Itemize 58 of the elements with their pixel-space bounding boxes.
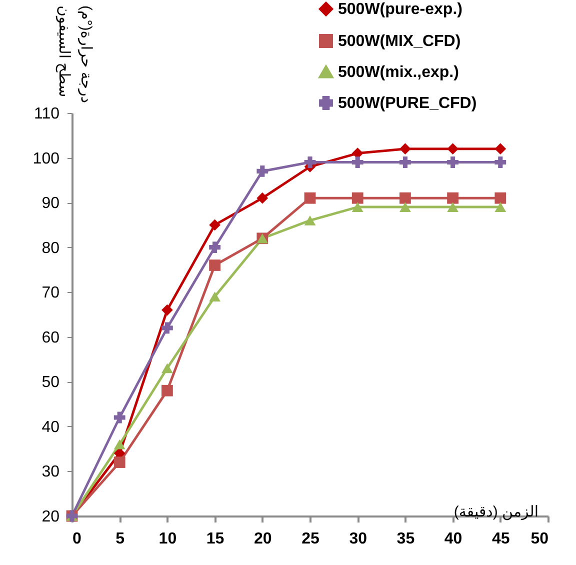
point: [447, 156, 458, 168]
point: [256, 192, 268, 204]
point: [209, 242, 220, 254]
point: [209, 219, 220, 231]
y-tick-label: 40: [42, 418, 60, 436]
point: [447, 202, 458, 212]
point: [447, 143, 458, 155]
point: [447, 192, 458, 204]
point: [209, 292, 220, 302]
legend-label: 500W(PURE_CFD): [338, 95, 477, 112]
legend-label: 500W(mix.,exp.): [338, 64, 459, 81]
x-tick-label: 35: [396, 530, 415, 548]
point: [209, 260, 220, 271]
x-tick-label: 10: [158, 530, 177, 548]
point: [114, 439, 126, 450]
y-axis-title: درجة حرارة(°م) سطح السيفون: [56, 6, 94, 103]
y-tick-label: 100: [32, 150, 60, 168]
y-tick-label: 50: [42, 374, 60, 392]
point: [304, 192, 316, 204]
point: [304, 156, 316, 168]
y-tick-label: 70: [42, 284, 60, 302]
x-tick-label: 15: [206, 530, 224, 548]
legend-label: 500W(pure-exp.): [338, 1, 462, 18]
point: [352, 192, 364, 204]
point: [400, 143, 411, 155]
y-tick-label: 30: [42, 464, 60, 481]
point: [256, 166, 268, 177]
point: [494, 202, 506, 212]
y-tick-label: 90: [42, 195, 60, 212]
y-tick-label: 80: [42, 240, 60, 257]
point: [494, 143, 506, 155]
point: [494, 192, 506, 204]
point: [400, 202, 411, 212]
x-tick-label: 30: [349, 530, 368, 548]
y-tick-label: 60: [42, 329, 60, 346]
point: [494, 156, 506, 168]
x-tick-label: 40: [444, 530, 462, 548]
y-tick-label: 20: [42, 508, 60, 526]
x-tick-label: 0: [72, 530, 82, 548]
point: [162, 322, 173, 334]
point: [352, 202, 364, 212]
x-tick-label: 25: [302, 530, 320, 548]
x-tick-label: 50: [530, 530, 549, 548]
point: [304, 216, 316, 226]
point: [162, 384, 173, 396]
point: [114, 412, 126, 424]
x-tick-label: 20: [254, 530, 272, 548]
y-tick-label: 110: [34, 106, 60, 122]
point: [162, 304, 173, 316]
legend-label: 500W(MIX_CFD): [338, 33, 461, 50]
x-tick-label: 5: [116, 530, 125, 548]
x-tick-label: 45: [492, 530, 510, 548]
point: [400, 192, 411, 204]
x-axis-title: الزمن (دقيقة): [454, 504, 538, 520]
point: [162, 363, 173, 374]
point: [400, 156, 411, 168]
point: [352, 156, 364, 168]
point: [114, 456, 126, 468]
